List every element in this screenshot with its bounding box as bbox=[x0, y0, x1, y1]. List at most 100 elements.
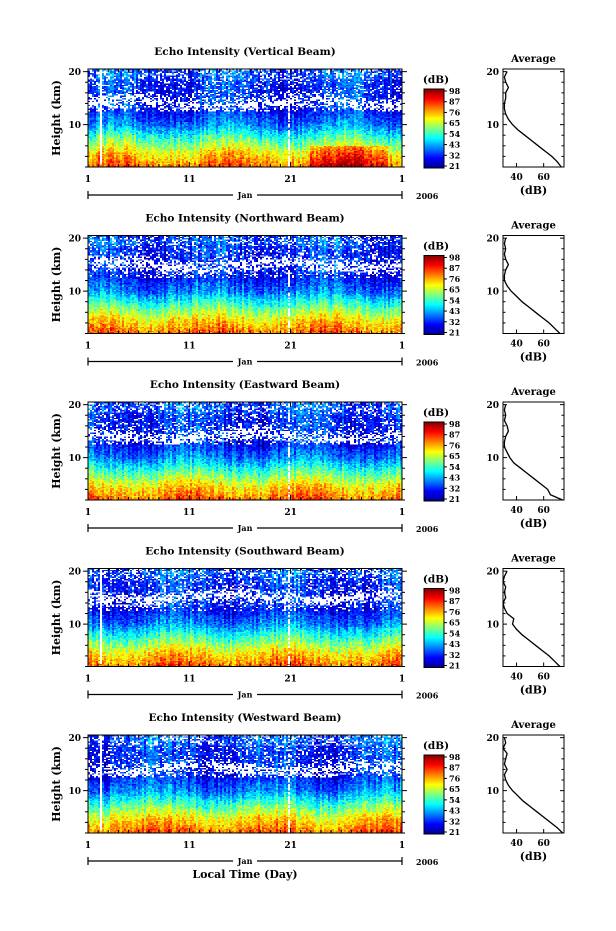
heatmap-image bbox=[88, 735, 402, 833]
colorbar-tick-label: 76 bbox=[449, 607, 461, 617]
x-tick-label: 11 bbox=[183, 675, 196, 685]
average-xlabel: (dB) bbox=[520, 184, 547, 197]
colorbar bbox=[423, 421, 445, 502]
y-tick-label: 20 bbox=[68, 401, 81, 411]
colorbar bbox=[423, 255, 445, 335]
x-tick-label: 21 bbox=[284, 841, 297, 851]
y-axis-label: Height (km) bbox=[50, 80, 63, 156]
average-x-tick-label: 60 bbox=[537, 173, 550, 183]
average-xlabel: (dB) bbox=[520, 351, 547, 364]
average-profile-line bbox=[503, 71, 562, 168]
x-tick-label: 1 bbox=[399, 675, 405, 685]
x-tick-label: 1 bbox=[85, 342, 91, 352]
colorbar-tick-label: 76 bbox=[449, 274, 461, 284]
heatmap-image bbox=[88, 402, 402, 500]
colorbar-tick-label: 87 bbox=[449, 263, 460, 273]
average-x-tick-label: 40 bbox=[510, 173, 523, 183]
heatmap-frame bbox=[87, 235, 403, 334]
colorbar-tick-label: 98 bbox=[449, 586, 461, 596]
colorbar-tick-label: 76 bbox=[449, 440, 461, 450]
average-title: Average bbox=[510, 554, 556, 565]
year-label: 2006 bbox=[416, 691, 439, 701]
y-axis-label: Height (km) bbox=[50, 580, 63, 656]
average-x-tick-label: 60 bbox=[537, 839, 550, 849]
average-y-tick-label: 10 bbox=[486, 121, 499, 131]
colorbar-tick-label: 65 bbox=[449, 618, 460, 628]
average-y-tick-label: 10 bbox=[486, 288, 499, 298]
colorbar-unit: (dB) bbox=[423, 74, 449, 86]
y-tick-label: 10 bbox=[68, 121, 81, 131]
colorbar-tick-label: 54 bbox=[449, 628, 461, 638]
x-tick-label: 1 bbox=[85, 675, 91, 685]
panel-title: Echo Intensity (Southward Beam) bbox=[145, 546, 344, 558]
average-y-tick-label: 20 bbox=[486, 734, 499, 744]
colorbar-tick-label: 76 bbox=[449, 773, 461, 783]
month-label: Jan bbox=[237, 856, 253, 866]
y-tick-label: 10 bbox=[68, 621, 81, 631]
y-tick-label: 20 bbox=[68, 235, 81, 245]
panel-title: Echo Intensity (Northward Beam) bbox=[145, 213, 344, 225]
x-tick-label: 21 bbox=[284, 675, 297, 685]
colorbar-tick-label: 43 bbox=[449, 639, 461, 649]
beam-panel-1: Echo Intensity (Vertical Beam) Height (km… bbox=[50, 46, 565, 201]
y-tick-label: 10 bbox=[68, 288, 81, 298]
colorbar bbox=[423, 754, 445, 835]
month-label: Jan bbox=[237, 357, 253, 367]
x-tick-label: 1 bbox=[399, 508, 405, 518]
average-x-tick-label: 40 bbox=[510, 839, 523, 849]
beam-panel-2: Echo Intensity (Northward Beam) Height (k… bbox=[50, 213, 565, 368]
colorbar-tick-label: 98 bbox=[449, 419, 461, 429]
heatmap-frame bbox=[87, 401, 403, 501]
colorbar-tick-label: 76 bbox=[449, 107, 461, 117]
x-tick-label: 1 bbox=[399, 841, 405, 851]
x-tick-label: 1 bbox=[399, 342, 405, 352]
y-tick-label: 20 bbox=[68, 568, 81, 578]
heatmap-frame bbox=[87, 68, 403, 168]
colorbar-tick-label: 54 bbox=[449, 462, 461, 472]
colorbar-tick-label: 43 bbox=[449, 473, 461, 483]
x-tick-label: 11 bbox=[183, 508, 196, 518]
colorbar-tick-label: 32 bbox=[449, 650, 460, 660]
average-y-tick-label: 20 bbox=[486, 568, 499, 578]
colorbar-tick-label: 43 bbox=[449, 140, 461, 150]
average-profile-line bbox=[503, 404, 563, 501]
x-tick-label: 1 bbox=[399, 175, 405, 185]
colorbar-unit: (dB) bbox=[423, 241, 449, 253]
colorbar-tick-label: 65 bbox=[449, 451, 460, 461]
colorbar-tick-label: 21 bbox=[449, 161, 460, 171]
bottom-xlabel: Local Time (Day) bbox=[192, 868, 297, 881]
average-xlabel: (dB) bbox=[520, 850, 547, 863]
colorbar-tick-label: 87 bbox=[449, 430, 460, 440]
colorbar-tick-label: 32 bbox=[449, 150, 460, 160]
y-tick-label: 10 bbox=[68, 787, 81, 797]
colorbar-unit: (dB) bbox=[423, 574, 449, 586]
y-axis-label: Height (km) bbox=[50, 746, 63, 822]
average-x-tick-label: 60 bbox=[537, 340, 550, 350]
average-profile-line bbox=[502, 570, 561, 667]
month-label: Jan bbox=[237, 190, 253, 200]
average-profile-line bbox=[503, 237, 561, 334]
colorbar-tick-label: 21 bbox=[449, 827, 460, 837]
average-y-tick-label: 10 bbox=[486, 454, 499, 464]
average-y-tick-label: 10 bbox=[486, 787, 499, 797]
x-tick-label: 11 bbox=[183, 841, 196, 851]
x-tick-label: 1 bbox=[85, 841, 91, 851]
y-tick-label: 20 bbox=[68, 734, 81, 744]
average-xlabel: (dB) bbox=[520, 517, 547, 530]
beam-panel-4: Echo Intensity (Southward Beam) Height (k… bbox=[50, 546, 565, 701]
average-frame bbox=[502, 235, 565, 334]
colorbar-unit: (dB) bbox=[423, 740, 449, 752]
colorbar-tick-label: 98 bbox=[449, 752, 461, 762]
x-tick-label: 11 bbox=[183, 342, 196, 352]
colorbar-tick-label: 43 bbox=[449, 806, 461, 816]
x-tick-label: 1 bbox=[85, 508, 91, 518]
colorbar-tick-label: 65 bbox=[449, 285, 460, 295]
average-x-tick-label: 60 bbox=[537, 673, 550, 683]
year-label: 2006 bbox=[416, 358, 439, 368]
y-tick-label: 10 bbox=[68, 454, 81, 464]
month-label: Jan bbox=[237, 523, 253, 533]
colorbar-tick-label: 98 bbox=[449, 253, 461, 263]
panel-title: Echo Intensity (Westward Beam) bbox=[148, 712, 341, 724]
colorbar-tick-label: 87 bbox=[449, 97, 460, 107]
